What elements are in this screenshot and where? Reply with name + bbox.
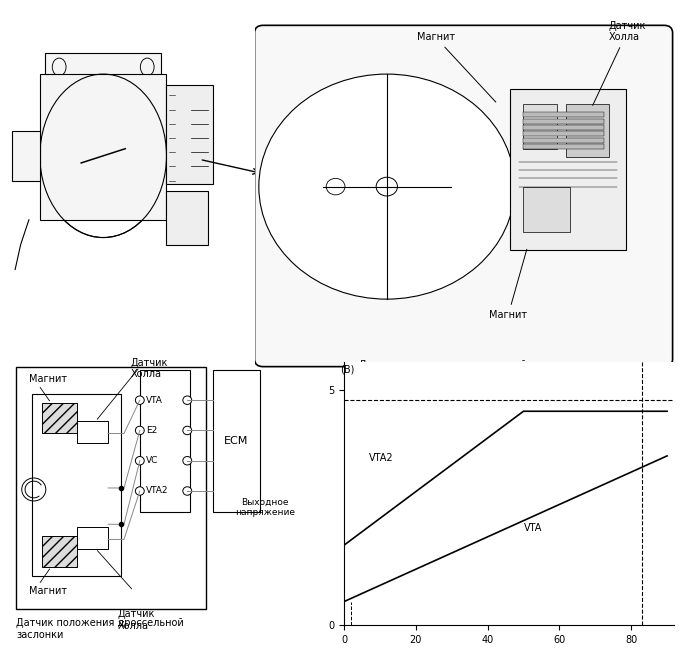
Text: VTA: VTA	[524, 523, 542, 533]
Bar	[213, 370, 260, 512]
Bar	[32, 394, 121, 576]
Bar	[166, 191, 208, 245]
Bar	[12, 131, 40, 181]
Bar	[524, 118, 604, 124]
Bar	[524, 144, 604, 149]
Bar	[76, 527, 108, 549]
Circle shape	[183, 487, 192, 495]
Text: Магнит: Магнит	[417, 32, 496, 102]
Bar	[524, 132, 604, 136]
Bar	[566, 104, 609, 157]
Bar	[42, 536, 76, 567]
Text: Датчик
Холла: Датчик Холла	[593, 20, 646, 105]
FancyBboxPatch shape	[255, 26, 673, 367]
Text: VC: VC	[146, 456, 158, 465]
Text: (В): (В)	[341, 365, 355, 374]
Bar	[42, 403, 76, 434]
Text: Датчик
Холла: Датчик Холла	[118, 609, 155, 630]
Bar	[140, 370, 191, 512]
Circle shape	[136, 396, 144, 405]
Text: VTA: VTA	[146, 395, 163, 405]
Circle shape	[183, 426, 192, 435]
Bar	[166, 85, 213, 184]
Bar	[40, 74, 166, 220]
Bar	[510, 89, 625, 251]
Text: Датчик положения дроссельной заслонки: Датчик положения дроссельной заслонки	[358, 361, 577, 370]
Text: VTA2: VTA2	[369, 453, 394, 463]
Circle shape	[376, 177, 398, 196]
Bar	[17, 367, 206, 609]
Circle shape	[259, 74, 515, 299]
Circle shape	[183, 396, 192, 405]
Bar	[524, 113, 604, 117]
Circle shape	[183, 457, 192, 465]
Text: Магнит: Магнит	[29, 586, 67, 596]
Bar	[524, 138, 604, 143]
Bar	[45, 53, 161, 81]
Text: Выходное
напряжение: Выходное напряжение	[235, 498, 295, 517]
Text: Датчик положения дроссельной
заслонки: Датчик положения дроссельной заслонки	[17, 618, 184, 640]
Text: Датчик
Холла: Датчик Холла	[130, 358, 168, 380]
Circle shape	[136, 426, 144, 435]
Circle shape	[136, 457, 144, 465]
Text: ECM: ECM	[224, 436, 248, 446]
Bar	[524, 125, 604, 130]
Text: Магнит: Магнит	[489, 249, 527, 320]
Text: Магнит: Магнит	[29, 374, 67, 384]
Text: VTA2: VTA2	[146, 486, 169, 495]
Circle shape	[136, 487, 144, 495]
Bar	[524, 104, 557, 149]
Bar	[76, 421, 108, 443]
Bar	[524, 187, 570, 232]
Text: E2: E2	[146, 426, 158, 435]
